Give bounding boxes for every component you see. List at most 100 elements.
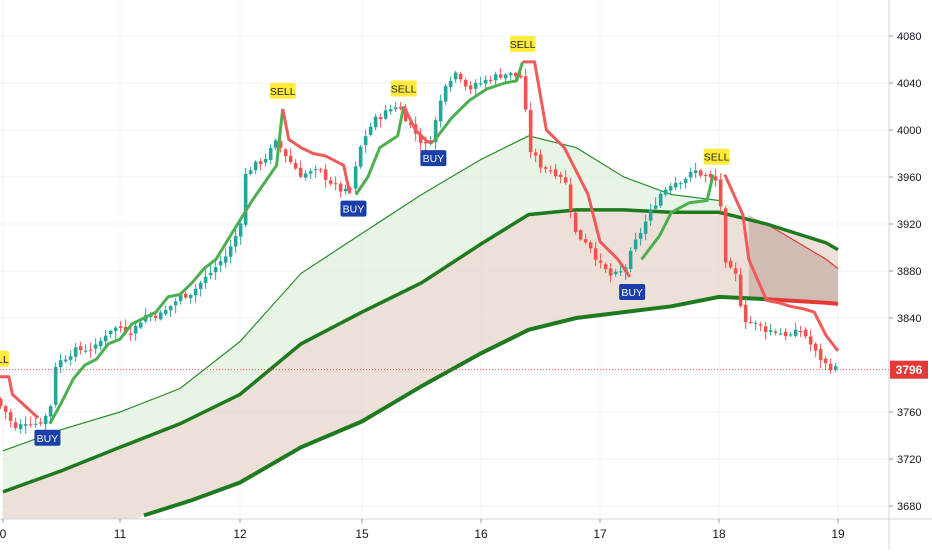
- signal-label-text: BUY: [621, 287, 643, 299]
- candle-body: [3, 406, 8, 412]
- candle-body: [528, 109, 533, 153]
- candle-body: [723, 208, 728, 263]
- x-tick-label: 19: [831, 527, 845, 541]
- signal-label-box: [619, 284, 646, 301]
- candle-body: [643, 221, 648, 234]
- ma-slow-line-projection: [766, 297, 839, 306]
- candle-body: [83, 350, 88, 352]
- candle-body: [508, 73, 513, 76]
- candle-body: [578, 230, 583, 240]
- signal-label-text: SELL: [0, 354, 9, 366]
- sell-signal: SELL: [0, 350, 9, 367]
- candle-body: [563, 177, 568, 183]
- candle-body: [213, 267, 218, 273]
- candle-body: [163, 310, 168, 314]
- candle-body: [668, 186, 673, 191]
- candle-body: [128, 333, 133, 335]
- candle-body: [73, 347, 78, 357]
- candle-body: [188, 294, 193, 299]
- candle-body: [648, 209, 653, 221]
- candle-body: [678, 183, 683, 185]
- candle-body: [363, 136, 368, 146]
- buy-signal: BUY: [34, 429, 61, 446]
- candle-body: [58, 360, 63, 368]
- x-tick-label: 0: [0, 527, 7, 541]
- candle-body: [8, 412, 13, 421]
- candle-body: [53, 366, 58, 405]
- candle-body: [313, 169, 318, 171]
- candle-body: [353, 166, 358, 189]
- candle-body: [343, 188, 348, 192]
- signal-label-text: SELL: [510, 39, 536, 51]
- candle-body: [473, 82, 478, 89]
- candle-body: [328, 180, 333, 184]
- candle-body: [518, 75, 523, 78]
- signal-label-box: [0, 350, 9, 367]
- candle-body: [488, 79, 493, 82]
- candle-body: [718, 179, 723, 207]
- candle-body: [493, 74, 498, 81]
- candle-body: [203, 276, 208, 283]
- candle-body: [673, 182, 678, 188]
- candle-body: [393, 107, 398, 110]
- candle-body: [818, 349, 823, 361]
- candle-body: [218, 261, 223, 266]
- candle-body: [63, 359, 68, 362]
- candle-body: [438, 100, 443, 122]
- candle-body: [118, 326, 123, 328]
- candle-body: [793, 329, 798, 336]
- y-tick-label: 4080: [897, 31, 921, 43]
- candle-body: [788, 334, 793, 336]
- candle-body: [573, 212, 578, 232]
- y-tick-label: 3880: [897, 266, 921, 278]
- x-tick-label: 12: [233, 527, 247, 541]
- ma-fast-line-projection: [766, 223, 839, 270]
- candle-body: [663, 189, 668, 195]
- candle-body: [378, 117, 383, 120]
- price-axis-bg: [889, 0, 932, 550]
- sell-signal: SELL: [509, 35, 536, 52]
- y-tick-label: 3680: [897, 501, 921, 513]
- candle-body: [108, 330, 113, 335]
- candle-body: [603, 264, 608, 270]
- candle-body: [683, 178, 688, 184]
- candle-body: [358, 146, 363, 167]
- candle-body: [248, 170, 253, 174]
- candle-body: [138, 322, 143, 328]
- candle-body: [538, 154, 543, 168]
- candle-body: [633, 239, 638, 250]
- buy-signal: BUY: [420, 150, 447, 167]
- signal-label-text: BUY: [343, 204, 365, 216]
- candle-body: [478, 83, 483, 85]
- signal-label-text: BUY: [37, 433, 59, 445]
- candle-body: [448, 80, 453, 87]
- candle-body: [548, 170, 553, 172]
- candle-body: [283, 149, 288, 157]
- candlesticks: [0, 67, 838, 434]
- supertrend-segment: [402, 105, 434, 144]
- candle-body: [13, 422, 18, 428]
- signal-label-box: [390, 80, 417, 97]
- supertrend-segment: [354, 106, 406, 196]
- candle-body: [713, 176, 718, 181]
- candle-body: [408, 122, 413, 125]
- candle-body: [513, 72, 518, 77]
- candle-body: [703, 175, 708, 177]
- candle-body: [443, 86, 448, 102]
- signal-label-text: SELL: [270, 86, 296, 98]
- x-tick-label: 11: [114, 527, 127, 541]
- y-tick-label: 3840: [897, 313, 921, 325]
- supertrend-segment: [723, 174, 840, 352]
- candle-body: [368, 126, 373, 135]
- candle-body: [728, 260, 733, 268]
- candle-body: [388, 109, 393, 112]
- candle-body: [258, 161, 263, 165]
- candle-body: [233, 236, 238, 247]
- supertrend-segment: [522, 60, 632, 278]
- candle-body: [78, 346, 83, 351]
- candle-body: [823, 358, 828, 364]
- candle-body: [743, 304, 748, 323]
